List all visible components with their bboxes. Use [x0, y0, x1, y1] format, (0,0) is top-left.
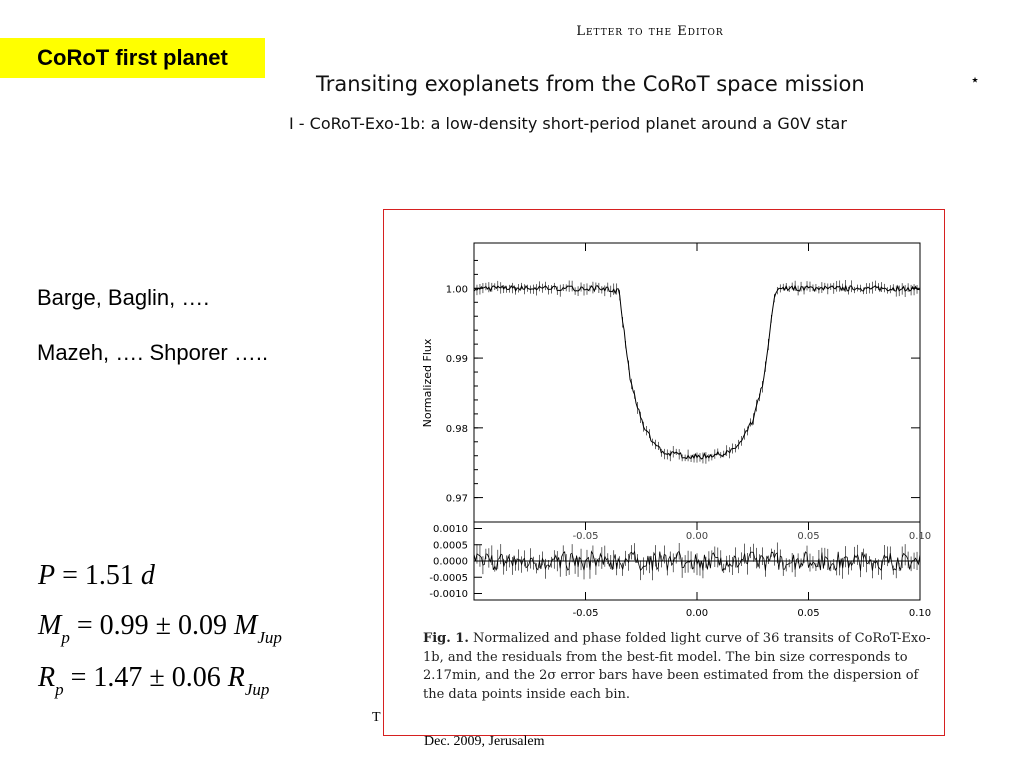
footer-text: Dec. 2009, Jerusalem: [424, 734, 545, 749]
footer-partial: T: [372, 710, 381, 725]
radius-unit: R: [227, 662, 245, 693]
period-value: = 1.51: [62, 560, 134, 591]
figure-caption-label: Fig. 1.: [423, 631, 469, 646]
period-unit: d: [140, 560, 155, 591]
letter-head: Letter to the Editor: [576, 24, 724, 39]
paper-star-icon: ⋆: [970, 70, 981, 89]
mass-subscript: p: [61, 628, 70, 647]
authors-line-1: Barge, Baglin, ….: [37, 285, 210, 310]
mass-unit: M: [234, 610, 258, 641]
paper-subtitle: I - CoRoT-Exo-1b: a low-density short-pe…: [289, 114, 847, 133]
figure-caption-text: Normalized and phase folded light curve …: [423, 631, 931, 702]
formula-radius: Rp = 1.47 ± 0.06 RJup: [38, 662, 269, 699]
slide-title: CoRoT first planet: [0, 38, 265, 78]
period-symbol: P: [38, 560, 56, 591]
formula-period: P = 1.51 d: [38, 560, 155, 592]
figure-caption: Fig. 1. Normalized and phase folded ligh…: [423, 630, 933, 704]
radius-unit-subscript: Jup: [244, 680, 270, 699]
radius-subscript: p: [55, 680, 64, 699]
formula-mass: Mp = 0.99 ± 0.09 MJup: [38, 610, 282, 647]
mass-value: = 0.99 ± 0.09: [76, 610, 227, 641]
radius-value: = 1.47 ± 0.06: [70, 662, 221, 693]
mass-symbol: M: [38, 610, 62, 641]
mass-unit-subscript: Jup: [257, 628, 282, 647]
authors-line-2: Mazeh, …. Shporer …..: [37, 340, 269, 365]
radius-symbol: R: [38, 662, 56, 693]
paper-title: Transiting exoplanets from the CoRoT spa…: [316, 72, 865, 96]
